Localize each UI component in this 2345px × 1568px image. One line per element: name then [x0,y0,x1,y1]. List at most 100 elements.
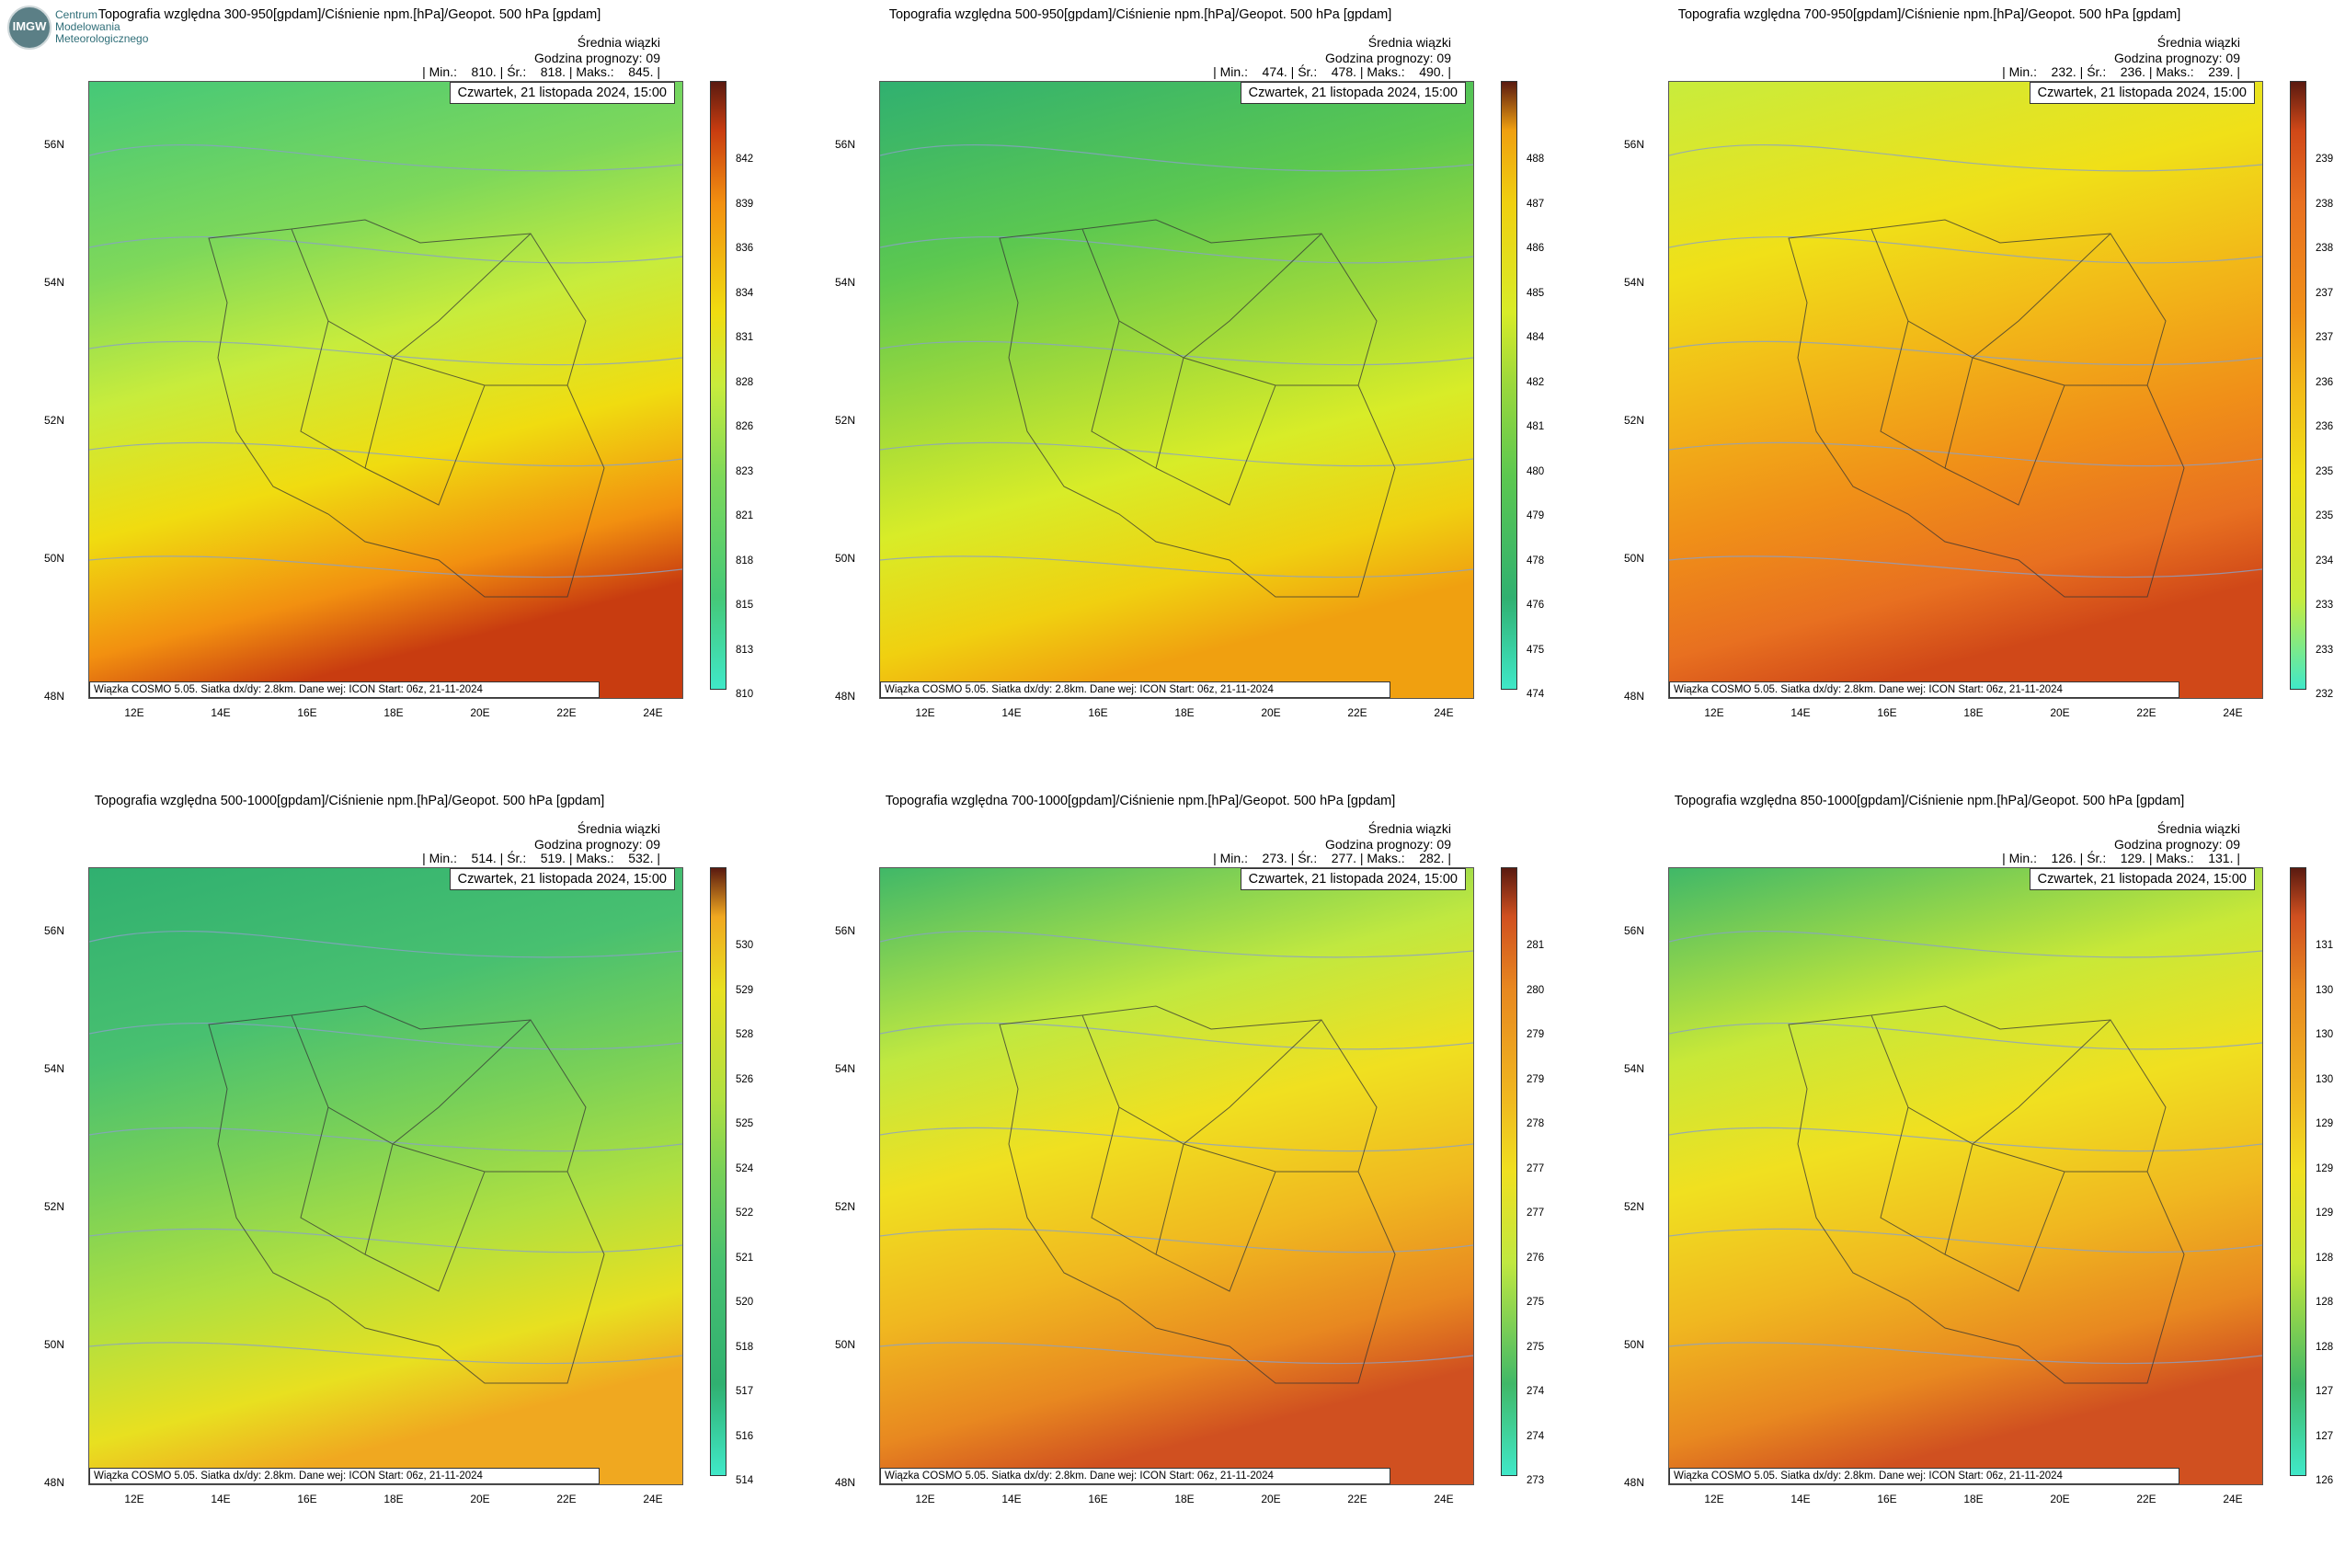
panel-stats: | Min.: 474. | Śr.: 478. | Maks.: 490. | [1213,64,1451,79]
latitude-label: 48N [44,690,65,703]
longitude-label: 14E [1001,1493,1022,1505]
colorbar-tick-label: 277 [1527,1207,1545,1219]
colorbar-tick-label: 522 [736,1207,754,1219]
map-area: Czwartek, 21 listopada 2024, 15:00 Wiązk… [88,867,683,1485]
colorbar-tick-label: 280 [1527,984,1545,996]
colorbar-tick-label: 237 [2316,332,2334,343]
colorbar-tick-label: 279 [1527,1029,1545,1040]
panel-subtitle: Średnia wiązki Godzina prognozy: 09 [534,821,660,853]
latitude-label: 54N [1624,276,1645,289]
colorbar-tick-label: 130 [2316,1029,2334,1040]
panel-subtitle: Średnia wiązki Godzina prognozy: 09 [1325,35,1451,66]
longitude-label: 12E [124,1493,144,1505]
colorbar [1501,867,1517,1476]
colorbar-tick-label: 275 [1527,1297,1545,1308]
latitude-label: 48N [44,1476,65,1489]
longitude-label: 14E [1790,706,1811,719]
colorbar-tick-label: 826 [736,421,754,432]
latitude-label: 56N [44,924,65,937]
logo-line-3: Meteorologicznego [55,32,149,45]
colorbar-tick-label: 823 [736,465,754,477]
longitude-label: 20E [1261,706,1281,719]
thickness-field [880,82,1473,698]
map-area: Czwartek, 21 listopada 2024, 15:00 Wiązk… [879,867,1474,1485]
colorbar-tick-label: 810 [736,689,754,700]
longitude-label: 22E [556,1493,577,1505]
latitude-label: 52N [44,1200,65,1213]
thickness-field [89,868,682,1484]
longitude-label: 18E [383,706,404,719]
longitude-label: 14E [211,706,231,719]
colorbar-tick-label: 277 [1527,1162,1545,1174]
colorbar-tick-label: 238 [2316,243,2334,254]
colorbar-tick-label: 233 [2316,644,2334,656]
ensemble-mean-label: Średnia wiązki [2156,821,2240,836]
latitude-label: 56N [835,138,856,151]
longitude-label: 22E [2136,706,2156,719]
colorbar-tick-label: 126 [2316,1475,2334,1486]
colorbar-tick-label: 529 [736,984,754,996]
panel-title: Topografia względna 700-1000[gpdam]/Ciśn… [885,794,1396,808]
colorbar-tick-label: 818 [736,555,754,567]
latitude-label: 48N [1624,1476,1645,1489]
colorbar-tick-label: 129 [2316,1207,2334,1219]
colorbar-tick-label: 481 [1527,421,1545,432]
colorbar-tick-label: 275 [1527,1341,1545,1353]
longitude-label: 16E [297,706,317,719]
longitude-label: 22E [556,706,577,719]
latitude-label: 50N [835,552,856,565]
colorbar-tick-label: 839 [736,198,754,210]
colorbar [2290,81,2306,690]
model-info-footer: Wiązka COSMO 5.05. Siatka dx/dy: 2.8km. … [880,681,1390,698]
longitude-label: 24E [643,706,663,719]
map-panel: Topografia względna 500-1000[gpdam]/Ciśn… [0,786,763,1568]
colorbar-tick-label: 235 [2316,465,2334,477]
colorbar-tick-label: 821 [736,510,754,521]
longitude-label: 16E [1088,1493,1108,1505]
forecast-hour-label: Godzina prognozy: 09 [2114,837,2240,852]
longitude-label: 24E [1434,706,1454,719]
valid-date-box: Czwartek, 21 listopada 2024, 15:00 [2029,82,2255,104]
thickness-field [880,868,1473,1484]
map-area: Czwartek, 21 listopada 2024, 15:00 Wiązk… [879,81,1474,699]
latitude-label: 50N [1624,1338,1645,1351]
map-panel: Topografia względna 850-1000[gpdam]/Ciśn… [1580,786,2343,1568]
latitude-label: 50N [835,1338,856,1351]
colorbar-tick-label: 129 [2316,1162,2334,1174]
longitude-label: 18E [383,1493,404,1505]
latitude-label: 54N [1624,1062,1645,1075]
colorbar-tick-label: 530 [736,940,754,951]
latitude-label: 54N [44,276,65,289]
colorbar-tick-label: 131 [2316,940,2334,951]
longitude-label: 24E [1434,1493,1454,1505]
latitude-label: 52N [835,414,856,427]
colorbar-tick-label: 276 [1527,1252,1545,1264]
colorbar-tick-label: 129 [2316,1118,2334,1129]
latitude-label: 54N [835,1062,856,1075]
colorbar-tick-label: 233 [2316,600,2334,611]
colorbar-tick-label: 518 [736,1341,754,1353]
longitude-label: 12E [1704,1493,1724,1505]
imgw-logo: IMGW Centrum Modelowania Meteorologiczne… [7,6,182,50]
latitude-label: 56N [44,138,65,151]
colorbar-tick-label: 528 [736,1029,754,1040]
colorbar-tick-label: 517 [736,1386,754,1397]
colorbar-tick-label: 525 [736,1118,754,1129]
forecast-hour-label: Godzina prognozy: 09 [534,51,660,65]
panel-title: Topografia względna 500-950[gpdam]/Ciśni… [888,7,1392,22]
colorbar-tick-label: 488 [1527,154,1545,165]
panel-subtitle: Średnia wiązki Godzina prognozy: 09 [2114,35,2240,66]
ensemble-mean-label: Średnia wiązki [1367,821,1451,836]
colorbar-tick-label: 487 [1527,198,1545,210]
longitude-label: 18E [1963,1493,1984,1505]
colorbar-tick-label: 130 [2316,984,2334,996]
longitude-label: 12E [915,706,935,719]
longitude-label: 12E [1704,706,1724,719]
colorbar-tick-label: 278 [1527,1118,1545,1129]
colorbar-tick-label: 127 [2316,1386,2334,1397]
colorbar-tick-label: 127 [2316,1430,2334,1442]
latitude-label: 52N [1624,414,1645,427]
colorbar-tick-label: 235 [2316,510,2334,521]
ensemble-mean-label: Średnia wiązki [577,35,660,50]
longitude-label: 12E [915,1493,935,1505]
